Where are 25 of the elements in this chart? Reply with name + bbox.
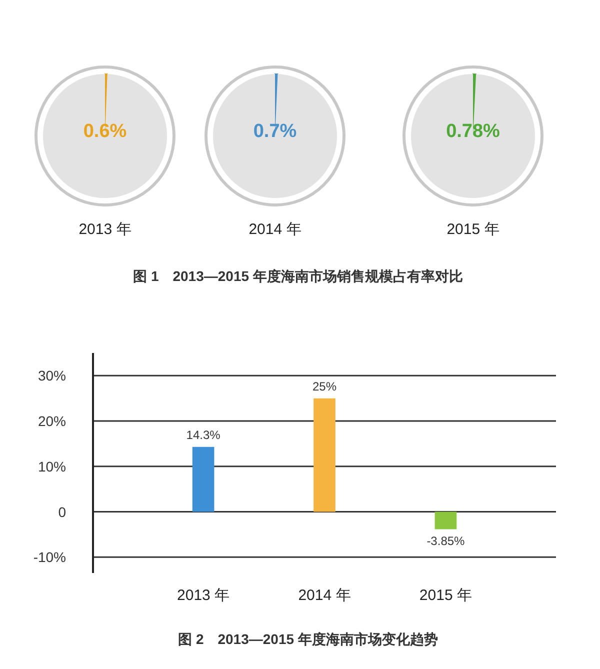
x-tick-label: 2013 年	[177, 587, 230, 604]
data-label: 25%	[312, 379, 337, 394]
y-tick-label: 0	[58, 504, 66, 520]
text: 2013 年	[78, 221, 132, 238]
y-tick-label: 20%	[38, 413, 66, 430]
bar	[434, 512, 457, 530]
bar	[192, 446, 214, 512]
data-label: 0.78%	[446, 121, 500, 142]
pie-slice	[43, 74, 167, 198]
bar	[314, 398, 336, 512]
data-label: 14.3%	[186, 428, 221, 442]
y-tick-label: -10%	[33, 549, 66, 566]
text: 2015 年	[446, 221, 500, 238]
data-label: 0.7%	[253, 121, 297, 142]
y-tick-label: 10%	[38, 458, 66, 474]
pie-slice	[411, 74, 535, 198]
x-tick-label: 2015 年	[419, 587, 472, 604]
pie-slice	[213, 74, 337, 198]
caption: 图 1 2013—2015 年度海南市场销售规模占有率对比	[133, 268, 463, 284]
data-label: -3.85%	[426, 534, 466, 548]
y-tick-label: 30%	[38, 368, 66, 384]
text: 2014 年	[248, 221, 302, 238]
caption: 图 2 2013—2015 年度海南市场变化趋势	[178, 631, 438, 647]
x-tick-label: 2014 年	[298, 587, 351, 604]
data-label: 0.6%	[83, 121, 127, 142]
